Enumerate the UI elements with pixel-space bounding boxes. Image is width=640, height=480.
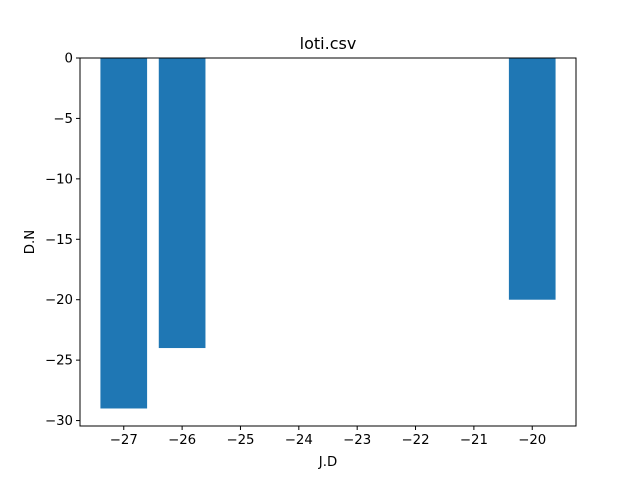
y-tick-label: −15 bbox=[45, 233, 73, 248]
x-tick-label: −21 bbox=[460, 433, 488, 448]
x-axis-label: J.D bbox=[318, 455, 337, 470]
y-axis-ticks: 0 −5 −10 −15 −20 −25 −30 bbox=[45, 52, 80, 429]
y-tick-label: 0 bbox=[65, 52, 73, 67]
x-tick-label: −23 bbox=[343, 433, 371, 448]
y-tick-label: −25 bbox=[45, 354, 73, 369]
y-tick-label: −10 bbox=[45, 172, 73, 187]
x-tick-label: −25 bbox=[226, 433, 254, 448]
x-tick-label: −22 bbox=[401, 433, 429, 448]
bars-group bbox=[100, 58, 556, 409]
x-tick-label: −27 bbox=[110, 433, 138, 448]
axes-frame bbox=[79, 57, 577, 427]
x-axis-ticks: −27 −26 −25 −24 −23 −22 −21 −20 bbox=[110, 426, 546, 448]
bar-0 bbox=[100, 58, 148, 409]
y-tick-label: −20 bbox=[45, 293, 73, 308]
x-tick-label: −24 bbox=[285, 433, 313, 448]
y-axis-label: D.N bbox=[23, 230, 38, 254]
chart-title: loti.csv bbox=[300, 34, 357, 53]
bar-2 bbox=[508, 58, 556, 300]
bar-1 bbox=[158, 58, 206, 349]
y-tick-label: −30 bbox=[45, 414, 73, 429]
x-tick-label: −20 bbox=[518, 433, 546, 448]
x-tick-label: −26 bbox=[168, 433, 196, 448]
y-tick-label: −5 bbox=[53, 112, 73, 127]
